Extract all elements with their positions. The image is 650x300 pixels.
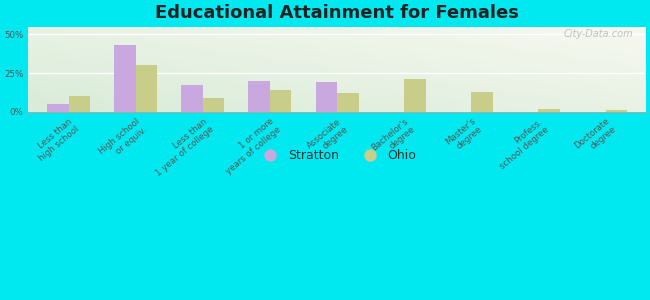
Bar — [270, 90, 291, 112]
Bar — [337, 93, 359, 112]
Bar — [203, 98, 224, 112]
Bar — [471, 92, 493, 112]
Bar — [114, 45, 136, 112]
Bar — [316, 82, 337, 112]
Bar — [606, 110, 627, 112]
Title: Educational Attainment for Females: Educational Attainment for Females — [155, 4, 519, 22]
Bar — [68, 96, 90, 112]
Bar — [248, 81, 270, 112]
Bar — [136, 65, 157, 112]
Legend: Stratton, Ohio: Stratton, Ohio — [253, 144, 421, 167]
Text: City-Data.com: City-Data.com — [564, 29, 634, 39]
Bar — [181, 85, 203, 112]
Bar — [404, 79, 426, 112]
Bar — [47, 104, 68, 112]
Bar — [538, 109, 560, 112]
